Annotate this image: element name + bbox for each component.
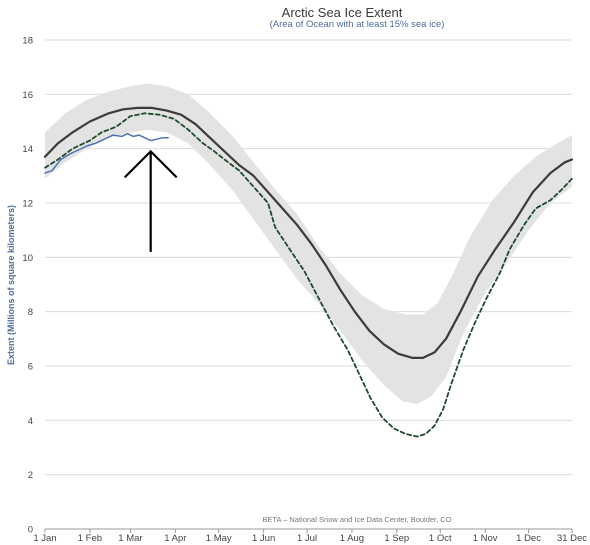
- arrow-head: [123, 149, 178, 179]
- chart-title: Arctic Sea Ice Extent: [282, 5, 403, 20]
- series-lines: [43, 106, 574, 438]
- y-tick-label: 16: [22, 90, 33, 101]
- y-tick-label: 2: [28, 470, 33, 481]
- x-tick-label: 1 Dec: [516, 533, 541, 544]
- x-tick-label: 31 Dec: [557, 533, 587, 544]
- chart-subtitle: (Area of Ocean with at least 15% sea ice…: [270, 19, 445, 30]
- x-tick-label: 1 Nov: [473, 533, 498, 544]
- y-tick-label: 8: [28, 307, 33, 318]
- y-tick-label: 18: [22, 36, 33, 47]
- x-tick-label: 1 Apr: [164, 533, 186, 544]
- x-tick-label: 1 Feb: [78, 533, 102, 544]
- credit-text: BETA – National Snow and Ice Data Center…: [262, 515, 451, 524]
- x-tick-label: 1 Mar: [118, 533, 142, 544]
- y-axis-label: Extent (Millions of square kilometers): [6, 205, 16, 365]
- series-line: [44, 132, 169, 174]
- band-area: [45, 83, 572, 404]
- y-tick-label: 0: [28, 525, 33, 536]
- x-tick-label: 1 Aug: [340, 533, 364, 544]
- annotation-arrow: [123, 149, 178, 252]
- y-tick-label: 14: [22, 144, 33, 155]
- series-line: [43, 106, 574, 359]
- axes: 0 2 4 6 8 10 12 14 16 18 1 Jan 1 Feb 1 Mar 1 Apr 1 May…: [22, 36, 587, 545]
- x-tick-label: 1 Oct: [429, 533, 452, 544]
- y-tick-label: 12: [22, 199, 33, 210]
- range-band: [45, 83, 572, 404]
- x-tick-label: 1 Jul: [297, 533, 317, 544]
- y-tick-label: 6: [28, 362, 33, 373]
- x-tick-label: 1 Jun: [252, 533, 275, 544]
- x-tick-label: 1 Sep: [384, 533, 409, 544]
- x-tick-label: 1 Jan: [33, 533, 56, 544]
- y-tick-label: 4: [28, 416, 33, 427]
- series-line: [44, 112, 573, 438]
- x-tick-label: 1 May: [206, 533, 232, 544]
- y-tick-label: 10: [22, 253, 33, 264]
